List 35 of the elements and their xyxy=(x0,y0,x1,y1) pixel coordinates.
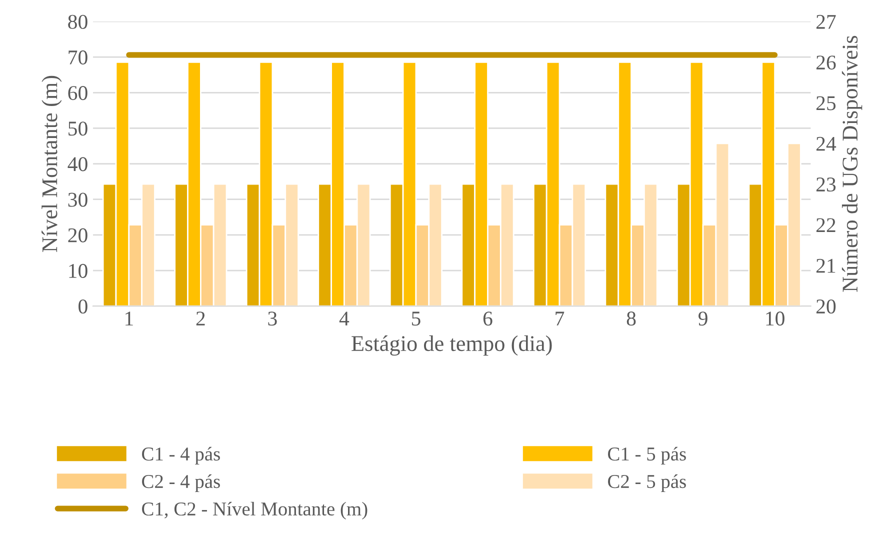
x-tick-label: 5 xyxy=(412,312,420,326)
y-tick-label: 20 xyxy=(68,228,88,242)
legend-label: C1 - 4 pás xyxy=(142,446,220,465)
y-tick-label: 60 xyxy=(68,86,88,100)
x-tick-label: 7 xyxy=(556,312,564,326)
x-axis-title: Estágio de tempo (dia) xyxy=(352,335,552,356)
y2-tick-label: 25 xyxy=(816,96,836,110)
y-tick-label: 0 xyxy=(78,299,88,314)
y-axis-title: Nível Montante (m) xyxy=(42,76,62,252)
legend-label: C1, C2 - Nível Montante (m) xyxy=(142,502,368,520)
y-tick-label: 30 xyxy=(68,192,88,207)
legend-label: C2 - 4 pás xyxy=(142,474,220,492)
x-tick-label: 8 xyxy=(626,312,636,326)
y2-tick-label: 20 xyxy=(816,299,836,314)
y2-tick-label: 21 xyxy=(816,258,836,273)
legend-label: C2 - 5 pás xyxy=(608,474,686,492)
y2-tick-label: 26 xyxy=(816,56,836,70)
y-tick-label: 80 xyxy=(68,14,88,29)
y-tick-label: 10 xyxy=(69,264,88,278)
x-tick-label: 2 xyxy=(196,312,205,326)
y2-tick-label: 23 xyxy=(816,178,836,192)
legend-label: C1 - 5 pás xyxy=(608,446,686,465)
y2-tick-label: 24 xyxy=(816,136,836,151)
x-tick-label: 9 xyxy=(698,312,708,326)
y2-tick-label: 22 xyxy=(816,218,836,232)
x-tick-label: 3 xyxy=(268,312,277,326)
y2-axis-title: Número de UGs Disponíveis xyxy=(842,36,862,292)
y-tick-label: 50 xyxy=(68,122,88,136)
x-tick-label: 1 xyxy=(126,312,133,326)
y-tick-label: 70 xyxy=(68,50,88,64)
x-tick-label: 6 xyxy=(483,312,492,326)
x-tick-label: 4 xyxy=(339,312,350,326)
y-tick-label: 40 xyxy=(68,157,88,172)
x-tick-label: 10 xyxy=(766,312,784,326)
y2-tick-label: 27 xyxy=(816,14,836,29)
